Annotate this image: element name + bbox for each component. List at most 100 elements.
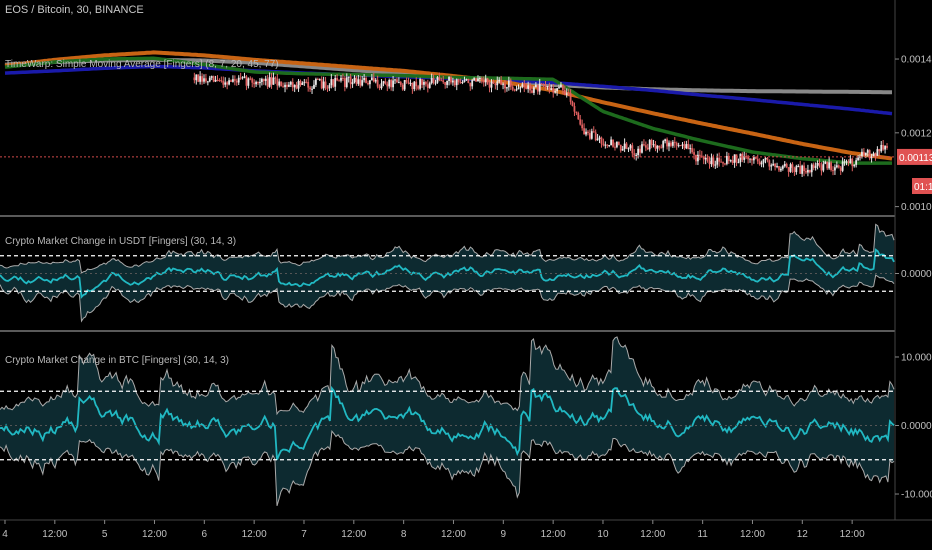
candle-body xyxy=(614,146,616,148)
candle-body xyxy=(612,139,614,147)
candle-body xyxy=(577,113,580,120)
candle-body xyxy=(533,87,535,93)
candle-body xyxy=(392,80,394,88)
candle-body xyxy=(658,145,661,148)
candle-body xyxy=(716,157,719,165)
candle-body xyxy=(706,157,709,162)
btc-oscillator-line xyxy=(0,385,895,461)
candle-body xyxy=(619,144,622,151)
candle-body xyxy=(305,81,308,83)
time-tick-label: 12:00 xyxy=(441,529,466,540)
candle-body xyxy=(378,86,381,89)
candle-body xyxy=(382,81,385,84)
candle-body xyxy=(610,139,613,146)
candle-body xyxy=(264,78,267,82)
candle-body xyxy=(210,76,213,78)
candle-body xyxy=(498,79,501,82)
btc-upper-band xyxy=(0,336,895,416)
candle-body xyxy=(853,164,856,167)
candle-body xyxy=(791,164,794,168)
candle-body xyxy=(386,83,389,87)
candle-body xyxy=(542,84,545,86)
candle-body xyxy=(662,141,665,148)
candle-body xyxy=(727,155,730,161)
candle-body xyxy=(342,77,344,79)
time-axis[interactable]: 4 12:00 5 12:00 6 12:00 7 12:00 8 12:00 9 12:00 10 12… xyxy=(2,520,865,540)
usdt-axis[interactable]: 0.0000 xyxy=(895,269,932,280)
candle-body xyxy=(388,79,391,87)
candle-body xyxy=(664,139,667,142)
candle-body xyxy=(369,80,371,85)
candle-body xyxy=(299,80,302,85)
time-tick-label: 12:00 xyxy=(640,529,665,540)
candle-body xyxy=(409,83,412,85)
candle-body xyxy=(644,145,647,148)
candle-body xyxy=(432,78,435,83)
candle-body xyxy=(247,78,250,86)
candle-body xyxy=(507,80,510,88)
last-price-value: 0.0011347 xyxy=(899,153,932,164)
symbol-title[interactable]: EOS / Bitcoin, 30, BINANCE xyxy=(5,4,144,16)
candle-body xyxy=(820,165,823,171)
ma-indicator-title[interactable]: TimeWarp: Simple Moving Average [Fingers… xyxy=(5,59,279,70)
candle-body xyxy=(396,79,398,83)
price-axis[interactable]: 0.0014000 0.0012000 0.0010000 xyxy=(895,55,932,214)
candle-body xyxy=(698,154,701,156)
candle-body xyxy=(581,124,584,129)
candle-body xyxy=(301,82,304,85)
candle-body xyxy=(596,138,599,141)
usdt-indicator-title[interactable]: Crypto Market Change in USDT [Fingers] (… xyxy=(5,236,236,247)
candle-body xyxy=(370,77,373,81)
candle-body xyxy=(571,101,574,107)
candle-body xyxy=(677,145,680,147)
candle-body xyxy=(486,78,489,85)
candle-body xyxy=(714,164,717,166)
candle-body xyxy=(353,77,356,83)
candle-body xyxy=(232,79,234,82)
candle-body xyxy=(534,84,537,88)
candle-body xyxy=(311,88,313,90)
candle-body xyxy=(617,141,620,145)
candle-body xyxy=(569,93,572,102)
candle-body xyxy=(845,161,848,163)
btc-indicator-title[interactable]: Crypto Market Change in BTC [Fingers] (3… xyxy=(5,355,229,366)
btc-lower-band xyxy=(0,429,895,506)
candle-body xyxy=(359,79,362,86)
candle-body xyxy=(467,78,470,83)
candle-body xyxy=(336,78,339,81)
candle-body xyxy=(428,83,431,88)
time-tick-label: 10 xyxy=(597,529,609,540)
candle-body xyxy=(548,86,551,90)
time-tick-label: 12:00 xyxy=(242,529,267,540)
candle-body xyxy=(519,86,522,88)
time-tick-label: 12 xyxy=(797,529,809,540)
candle-body xyxy=(807,169,809,173)
candle-body xyxy=(463,80,466,83)
candle-body xyxy=(509,80,512,87)
candle-body xyxy=(515,89,518,91)
candle-body xyxy=(747,156,750,160)
candle-body xyxy=(583,128,585,135)
candle-body xyxy=(687,143,690,150)
candle-body xyxy=(295,84,298,89)
candle-body xyxy=(862,151,865,156)
candle-body xyxy=(289,82,292,85)
btc-axis[interactable]: 10.0000 0.0000 -10.0000 xyxy=(895,352,932,501)
candle-body xyxy=(262,78,265,82)
candle-body xyxy=(546,86,549,88)
candle-body xyxy=(384,81,387,84)
candle-body xyxy=(216,79,219,81)
candle-body xyxy=(604,144,607,146)
candle-body xyxy=(766,157,769,161)
candle-body xyxy=(287,84,290,87)
time-tick-label: 12:00 xyxy=(142,529,167,540)
candle-body xyxy=(805,171,807,173)
candle-body xyxy=(556,88,558,92)
last-price-tag: 0.0011347 xyxy=(897,148,932,165)
candle-body xyxy=(874,153,877,156)
candle-body xyxy=(793,167,796,173)
candle-body xyxy=(878,149,881,152)
candle-body xyxy=(438,77,441,81)
candle-body xyxy=(309,87,312,90)
